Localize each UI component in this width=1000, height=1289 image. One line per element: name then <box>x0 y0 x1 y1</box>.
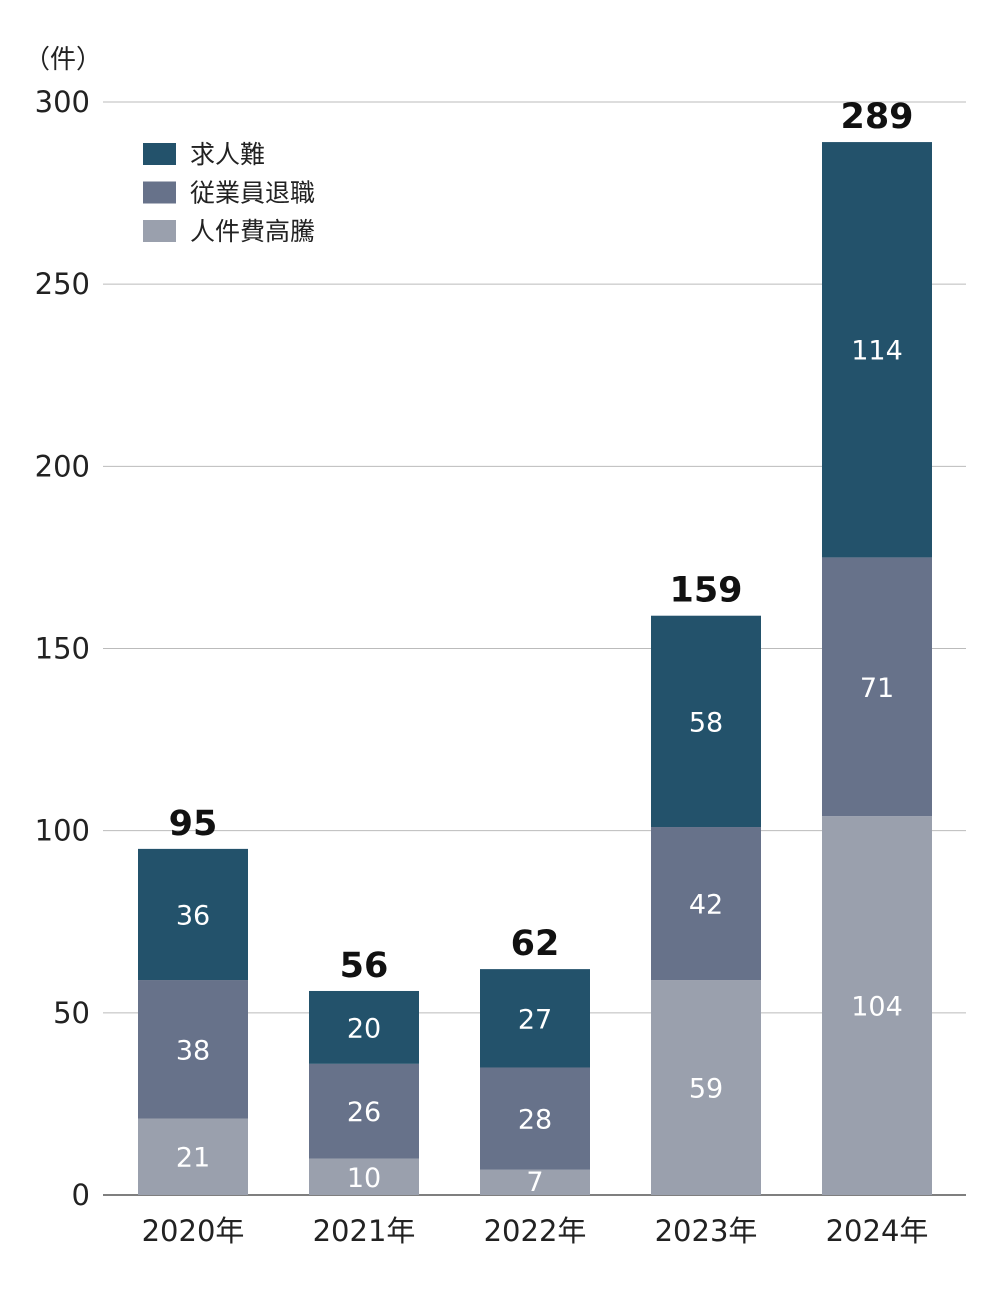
y-tick-label: 250 <box>35 267 90 301</box>
legend-swatch <box>143 143 176 165</box>
segment-value-label: 7 <box>526 1167 543 1198</box>
segment-value-label: 58 <box>689 707 723 738</box>
bar-segment <box>480 1067 590 1170</box>
bar-segment <box>822 816 932 1195</box>
y-tick-label: 200 <box>35 449 90 483</box>
segment-value-label: 10 <box>347 1163 381 1194</box>
segment-value-label: 38 <box>176 1035 210 1066</box>
y-unit-label: （件） <box>24 45 102 75</box>
total-label: 159 <box>669 571 742 611</box>
segment-value-label: 27 <box>518 1004 552 1035</box>
bar-segment <box>309 1158 419 1195</box>
x-tick-label: 2021年 <box>313 1214 416 1248</box>
x-tick-label: 2022年 <box>484 1214 587 1248</box>
legend-swatch <box>143 220 176 242</box>
x-tick-label: 2020年 <box>142 1214 245 1248</box>
y-tick-label: 300 <box>35 85 90 119</box>
y-tick-label: 100 <box>35 814 90 848</box>
segment-value-label: 42 <box>689 890 723 921</box>
segment-value-label: 21 <box>176 1143 210 1174</box>
y-tick-label: 50 <box>53 996 90 1030</box>
segment-value-label: 28 <box>518 1104 552 1135</box>
bar-segment <box>651 980 761 1195</box>
bar-segment <box>822 557 932 817</box>
bar-segment <box>822 142 932 558</box>
total-label: 289 <box>840 97 913 137</box>
segment-value-label: 114 <box>851 336 903 367</box>
legend-swatch <box>143 181 176 204</box>
segment-value-label: 20 <box>347 1013 381 1044</box>
segment-value-label: 71 <box>860 673 894 704</box>
bar-segment <box>138 1118 248 1195</box>
legend-label: 従業員退職 <box>190 179 315 208</box>
bar-segment <box>480 1169 590 1195</box>
bar-segment <box>480 969 590 1068</box>
segment-value-label: 26 <box>347 1097 381 1128</box>
bar-segment <box>309 1063 419 1159</box>
bar-segment <box>651 615 761 828</box>
x-tick-label: 2023年 <box>655 1214 758 1248</box>
total-label: 95 <box>169 804 218 844</box>
x-tick-label: 2024年 <box>826 1214 929 1248</box>
bar-segment <box>309 990 419 1064</box>
segment-value-label: 36 <box>176 900 210 931</box>
segment-value-label: 104 <box>851 992 903 1023</box>
total-label: 56 <box>340 946 389 986</box>
segment-value-label: 59 <box>689 1074 723 1105</box>
y-tick-label: 0 <box>72 1178 90 1212</box>
total-label: 62 <box>511 924 560 964</box>
bar-segment <box>651 827 761 981</box>
bar-segment <box>138 848 248 981</box>
bar-segment <box>138 980 248 1119</box>
legend-label: 人件費高騰 <box>190 217 315 246</box>
legend-label: 求人難 <box>190 140 265 169</box>
y-tick-label: 150 <box>35 632 90 666</box>
